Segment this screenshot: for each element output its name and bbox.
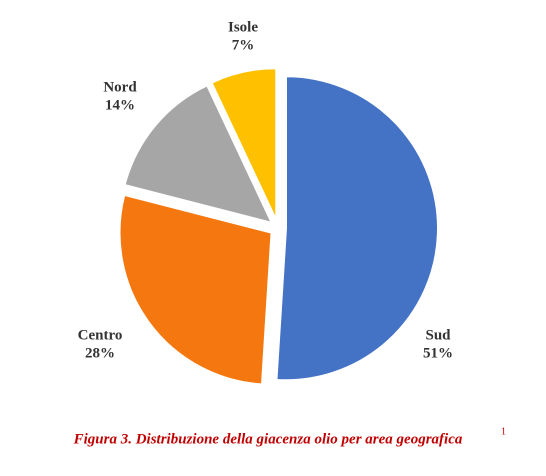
slice-label: Centro — [78, 327, 123, 343]
pie-slice — [210, 67, 278, 221]
pie-slice — [275, 75, 439, 382]
slice-value-label: 7% — [232, 37, 255, 53]
slice-value-label: 51% — [423, 345, 453, 361]
chart-title: Figura 3. Distribuzione della giacenza o… — [73, 431, 463, 447]
title-note: 1 — [501, 426, 506, 437]
slice-value-label: 28% — [85, 345, 115, 361]
pie-slice — [118, 193, 273, 386]
slice-label: Sud — [425, 327, 451, 343]
slice-label: Nord — [103, 79, 137, 95]
slice-label: Isole — [228, 19, 258, 35]
slice-value-label: 14% — [105, 97, 135, 113]
pie-slice — [123, 84, 274, 225]
